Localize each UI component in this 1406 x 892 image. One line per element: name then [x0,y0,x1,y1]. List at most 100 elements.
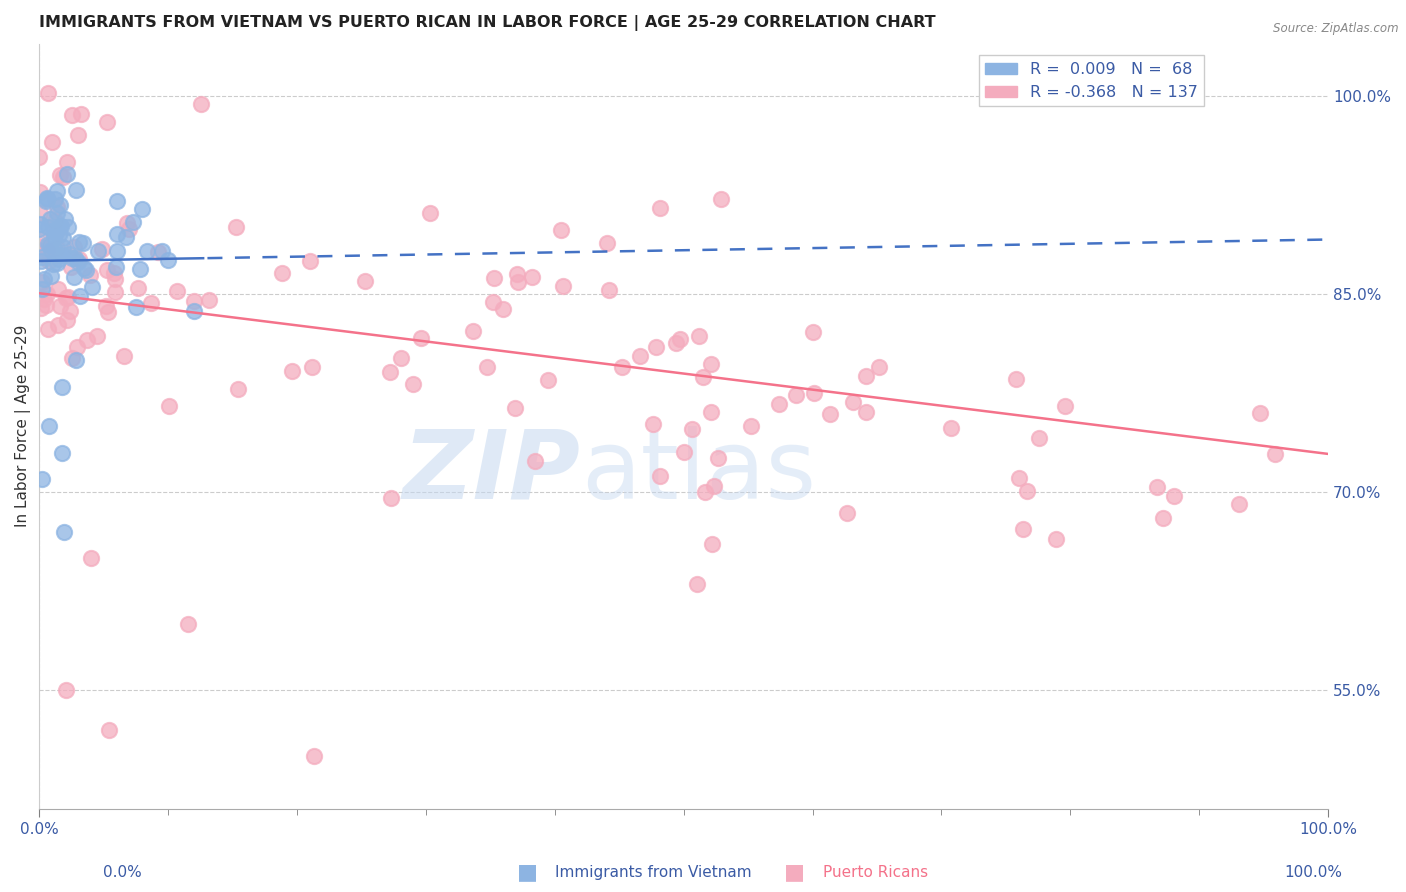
Point [35,244,58,258]
Point [58,220,80,235]
Point [699,405,721,419]
Point [55,682,77,697]
Point [32,271,55,285]
Text: Immigrants from Vietnam: Immigrants from Vietnam [555,865,752,880]
Point [30,206,52,220]
Point [48,282,70,296]
Point [67,252,90,267]
Point [1249,406,1271,420]
Point [681,421,703,435]
Point [1045,532,1067,546]
Point [51,445,73,459]
Point [103,267,125,281]
Point [118,222,141,236]
Point [52,231,75,245]
Point [648,468,671,483]
Point [48,228,70,243]
Point [42,257,65,271]
Point [56,155,79,169]
Point [645,340,668,354]
Point [35,194,58,208]
Point [665,336,688,351]
Point [53,524,76,539]
Point [226,382,249,396]
Point [378,365,401,379]
Point [1152,511,1174,525]
Point [44,192,66,206]
Point [45,206,67,220]
Point [35,286,58,301]
Text: Source: ZipAtlas.com: Source: ZipAtlas.com [1274,22,1399,36]
Point [60,251,83,265]
Point [55,291,77,305]
Point [157,399,180,413]
Point [354,275,377,289]
Point [628,349,651,363]
Point [131,202,153,216]
Point [65,353,87,368]
Point [648,202,671,216]
Point [177,617,200,632]
Point [46,318,69,332]
Point [41,243,63,257]
Point [39,237,62,252]
Point [855,369,877,384]
Point [30,301,52,316]
Point [59,303,82,318]
Point [67,235,90,249]
Point [183,293,205,308]
Point [703,479,725,493]
Point [45,200,67,214]
Point [35,192,58,206]
Point [35,191,58,205]
Point [183,304,205,318]
Point [52,247,75,261]
Point [939,421,962,435]
Point [56,313,79,327]
Point [104,260,127,274]
Point [44,214,66,228]
Point [128,262,150,277]
Point [1004,372,1026,386]
Point [112,349,135,363]
Text: ■: ■ [785,863,804,882]
Point [702,537,724,551]
Point [48,252,70,267]
Point [197,293,219,308]
Point [150,244,173,259]
Point [31,472,53,486]
Point [69,288,91,302]
Legend: R =  0.009   N =  68, R = -0.368   N = 137: R = 0.009 N = 68, R = -0.368 N = 137 [979,55,1204,106]
Point [94,299,117,313]
Point [55,167,77,181]
Point [30,232,52,246]
Text: ZIP: ZIP [402,425,581,518]
Point [46,256,69,270]
Point [66,128,89,143]
Point [125,300,148,314]
Point [30,186,52,200]
Point [492,301,515,316]
Point [801,326,824,340]
Point [768,397,790,411]
Point [60,351,83,365]
Point [127,281,149,295]
Text: ■: ■ [517,863,537,882]
Point [105,227,128,242]
Point [522,269,544,284]
Point [1007,471,1029,485]
Text: Puerto Ricans: Puerto Ricans [823,865,928,880]
Point [190,96,212,111]
Point [506,275,529,289]
Point [66,255,89,269]
Point [524,454,547,468]
Point [672,444,695,458]
Point [695,485,717,500]
Point [1028,432,1050,446]
Point [96,263,118,277]
Point [31,275,53,289]
Point [97,305,120,319]
Point [49,219,72,233]
Point [49,299,72,313]
Point [740,419,762,434]
